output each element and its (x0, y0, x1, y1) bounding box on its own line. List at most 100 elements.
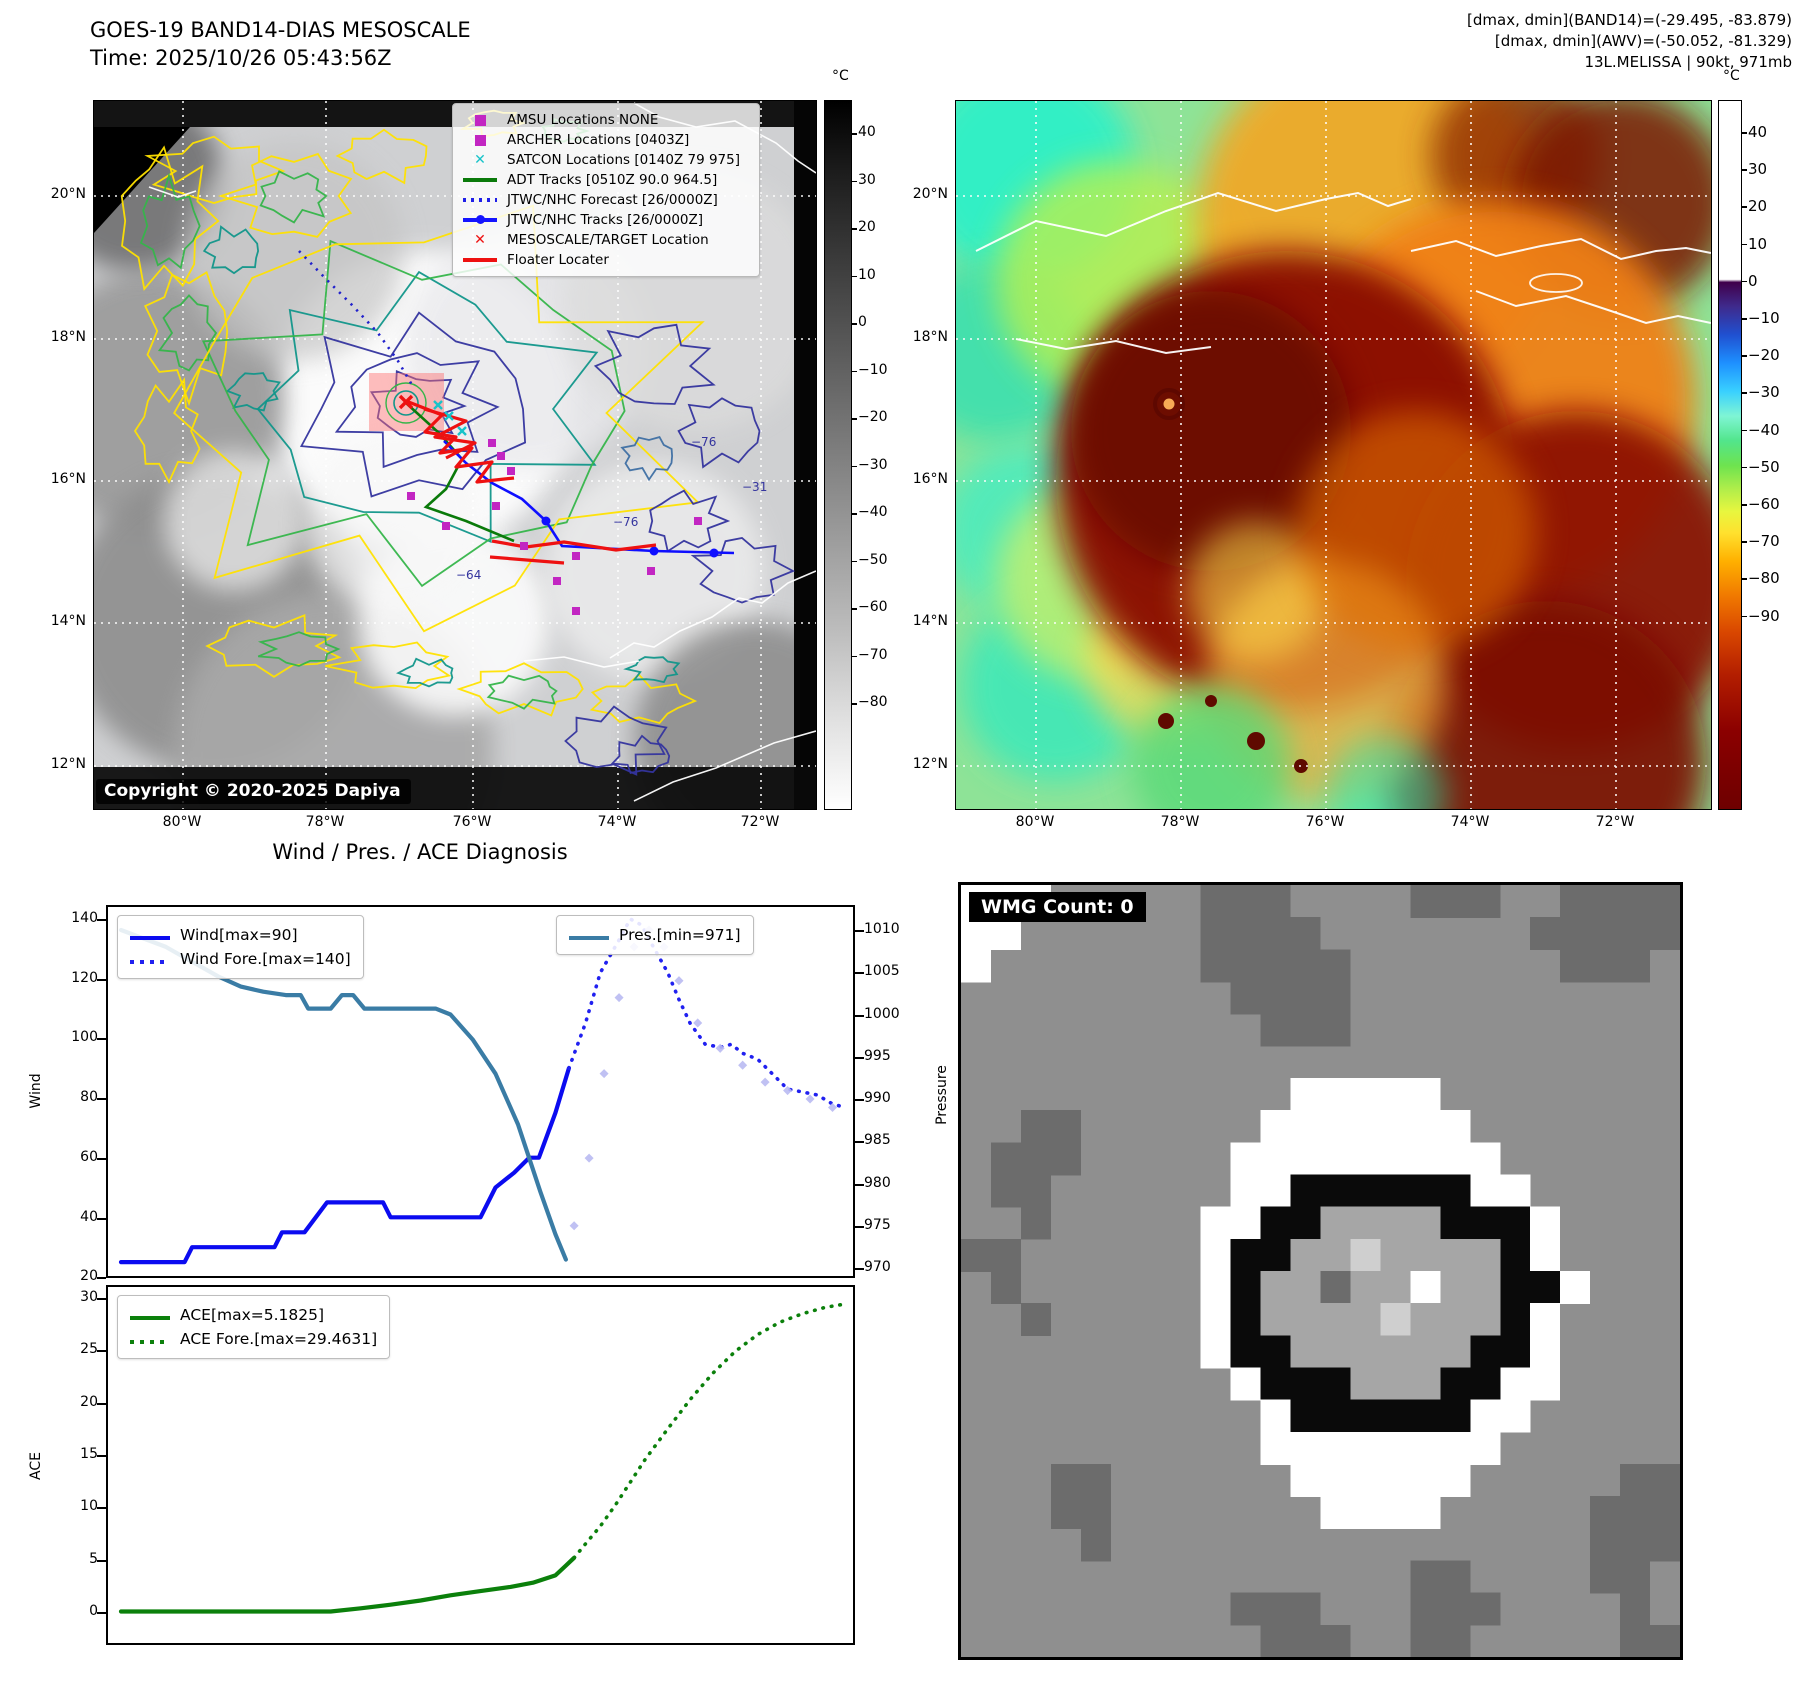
tick-mark (1741, 578, 1747, 580)
pressure-tick: 1010 (864, 921, 900, 937)
legend-item: ADT Tracks [0510Z 90.0 964.5] (461, 170, 749, 190)
tick-mark (1741, 355, 1747, 357)
wind-legend-item: Wind Fore.[max=140] (130, 947, 351, 971)
line-icon (461, 258, 499, 262)
tick-mark (855, 972, 864, 975)
band14-x-tick: 72°W (740, 814, 780, 830)
tick-mark (851, 465, 857, 467)
legend-item-label: JTWC/NHC Tracks [26/0000Z] (507, 212, 704, 228)
band14-x-tick: 80°W (162, 814, 202, 830)
band14-legend: AMSU Locations NONE ARCHER Locations [040… (452, 103, 760, 277)
awv-colorbar-tick: 30 (1748, 160, 1768, 179)
awv-colorbar (1718, 100, 1742, 810)
band14-colorbar-tick: 10 (858, 266, 876, 283)
dmax-dmin-band14: [dmax, dmin](BAND14)=(-29.495, -83.879) (1467, 11, 1792, 29)
ace-tick: 30 (80, 1289, 98, 1305)
awv-x-tick: 72°W (1595, 814, 1635, 830)
square-marker-icon (461, 114, 499, 126)
ace-legend-label: ACE Fore.[max=29.4631] (180, 1330, 378, 1348)
band14-colorbar-tick: −20 (858, 409, 888, 425)
pressure-axis-label: Pressure (934, 1065, 950, 1125)
band14-colorbar-tick: 0 (858, 314, 867, 330)
tick-mark (97, 1157, 106, 1160)
x-marker-icon: ✕ (474, 152, 486, 168)
ace-tick: 20 (80, 1393, 98, 1410)
band14-x-tick: 78°W (305, 814, 345, 830)
ace-tick: 25 (80, 1341, 98, 1358)
band14-y-tick: 16°N (50, 471, 86, 487)
band14-colorbar-tick: −60 (858, 599, 888, 615)
tick-mark (851, 560, 857, 562)
tick-mark (851, 180, 857, 182)
pressure-tick: 1005 (864, 963, 900, 980)
ace-chart (118, 1301, 850, 1614)
awv-satellite-image (956, 101, 1711, 809)
legend-item-label: ADT Tracks [0510Z 90.0 964.5] (507, 172, 718, 188)
tick-mark (97, 1454, 106, 1457)
tick-mark (851, 133, 857, 135)
storm-id-intensity: 13L.MELISSA | 90kt, 971mb (1584, 53, 1792, 71)
ace-axis-label: ACE (28, 1452, 44, 1480)
wind-tick: 80 (80, 1089, 98, 1106)
ace-legend-item: ACE[max=5.1825] (130, 1303, 377, 1327)
legend-item: ✕ MESOSCALE/TARGET Location (461, 230, 749, 250)
tick-mark (851, 513, 857, 515)
awv-colorbar-tick: 40 (1748, 123, 1768, 141)
awv-x-tick: 76°W (1305, 814, 1345, 830)
tick-mark (97, 919, 106, 921)
awv-x-tick: 78°W (1160, 814, 1200, 830)
band14-map: −76 −76 −64 −31 AMSU Locations NONE ARCHER L… (93, 100, 817, 810)
wind-tick: 120 (71, 969, 98, 986)
awv-colorbar-tick: −20 (1748, 346, 1780, 365)
band14-x-tick: 76°W (452, 814, 492, 830)
legend-item: ✕ SATCON Locations [0140Z 79 975] (461, 150, 749, 170)
band14-colorbar-tick: −70 (858, 646, 888, 663)
band14-colorbar-tick: −80 (858, 694, 888, 710)
svg-text:−31: −31 (742, 480, 767, 494)
tick-mark (97, 1350, 106, 1353)
awv-map (955, 100, 1712, 810)
band14-colorbar-tick: −30 (858, 456, 888, 473)
awv-y-tick: 18°N (912, 329, 948, 345)
legend-item: AMSU Locations NONE (461, 110, 749, 130)
band14-colorbar (824, 100, 852, 810)
awv-colorbar-tick: −80 (1748, 569, 1780, 588)
tick-mark (851, 703, 857, 705)
awv-colorbar-tick: −50 (1748, 457, 1780, 476)
tick-mark (1741, 169, 1747, 171)
band14-colorbar-tick: −10 (858, 361, 888, 378)
wind-pressure-chart-frame (106, 905, 855, 1278)
dotted-line-icon (130, 1330, 170, 1348)
ace-tick: 10 (80, 1498, 98, 1515)
wmg-panel: WMG Count: 0 (958, 882, 1683, 1660)
x-marker-icon: ✕ (474, 232, 486, 248)
tick-mark (97, 1611, 106, 1614)
tick-mark (1741, 280, 1747, 283)
band14-x-tick: 74°W (597, 814, 637, 830)
tick-mark (97, 1507, 106, 1510)
tick-mark (855, 1099, 864, 1101)
tick-mark (851, 418, 857, 420)
legend-item-label: ARCHER Locations [0403Z] (507, 132, 690, 148)
tick-mark (1741, 429, 1747, 432)
band14-colorbar-tick: −50 (858, 551, 888, 568)
band14-y-tick: 20°N (50, 186, 86, 202)
pressure-tick: 985 (864, 1132, 891, 1149)
band14-colorbar-tick: 30 (858, 171, 876, 188)
tick-mark (97, 1098, 106, 1101)
awv-colorbar-tick: 10 (1748, 234, 1768, 253)
awv-colorbar-tick: −10 (1748, 309, 1780, 327)
awv-colorbar-tick: −40 (1748, 420, 1780, 439)
tick-mark (851, 275, 857, 277)
awv-y-tick: 20°N (912, 186, 948, 202)
wind-tick: 60 (80, 1148, 98, 1165)
band14-colorbar-tick: −40 (858, 504, 888, 520)
ace-tick: 0 (89, 1602, 98, 1619)
tick-mark (1741, 466, 1747, 469)
legend-item: JTWC/NHC Tracks [26/0000Z] (461, 210, 749, 230)
tick-mark (851, 323, 857, 325)
tick-mark (855, 1183, 864, 1186)
band14-colorbar-tick: 40 (858, 124, 876, 140)
tick-mark (855, 1268, 864, 1270)
